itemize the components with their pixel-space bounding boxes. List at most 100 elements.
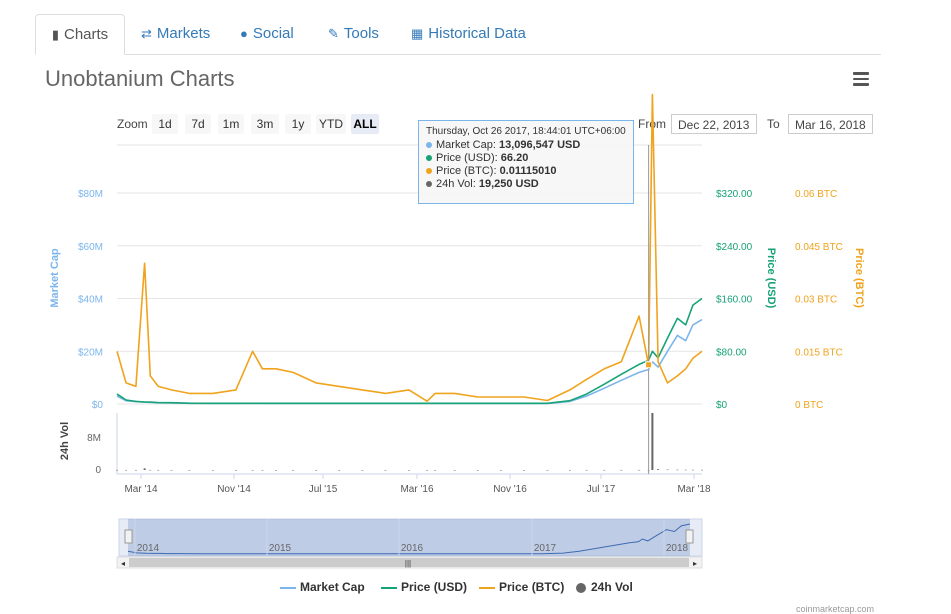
volume-bar [701, 469, 703, 471]
tab-markets[interactable]: ⇄ Markets [141, 14, 210, 53]
volume-bar [676, 469, 679, 471]
calendar-icon: ▦ [411, 26, 424, 41]
market-cap-tick-label: $80M [78, 189, 103, 200]
market-cap-line-icon [280, 586, 296, 589]
legend-label: 24h Vol [591, 580, 633, 594]
navigator-tick-label: 2015 [269, 543, 292, 554]
tooltip-value: 19,250 USD [478, 178, 539, 190]
market-cap-tick-label: $20M [78, 347, 103, 358]
credit-link[interactable]: coinmarketcap.com [796, 604, 875, 614]
legend-market-cap[interactable]: Market Cap [280, 580, 365, 594]
volume-bar [338, 469, 341, 471]
page-title: Unobtanium Charts [45, 66, 235, 91]
hover-marker [645, 361, 653, 369]
volume-bar [476, 469, 479, 471]
x-tick-label: Nov '16 [493, 484, 527, 495]
volume-bar [568, 469, 571, 471]
market-cap-tick-label: $0 [92, 400, 104, 411]
volume-bar [149, 469, 152, 471]
navigator-tick-label: 2016 [401, 543, 424, 554]
price-btc-tick-label: 0.015 BTC [795, 347, 843, 358]
navigator-frame [118, 518, 703, 557]
navigator-tick-label: 2014 [137, 543, 160, 554]
volume-bar [638, 469, 641, 471]
volume-bar [292, 469, 295, 471]
navigator-tick-label: 2017 [534, 543, 557, 554]
menu-icon[interactable] [853, 72, 869, 86]
volume-bar [315, 469, 318, 471]
tooltip-label: Market Cap: [436, 139, 496, 151]
volume-bar [407, 469, 410, 471]
volume-bar [546, 469, 549, 471]
volume-circle-icon [576, 582, 586, 593]
tooltip-label: Price (USD): [436, 152, 498, 164]
tooltip-label: 24h Vol: [436, 178, 476, 190]
volume-bar [434, 469, 437, 471]
volume-axis-title: 24h Vol [59, 422, 71, 460]
tooltip-date: Thursday, Oct 26 2017, 18:44:01 UTC+06:0… [426, 126, 626, 137]
price-usd-tick-label: $0 [716, 400, 728, 411]
price-btc-tick-label: 0.06 BTC [795, 189, 837, 200]
market-cap-dot-icon [426, 142, 432, 149]
x-tick-label: Nov '14 [217, 484, 251, 495]
zoom-1m-button[interactable]: 1m [218, 114, 244, 134]
tab-tools[interactable]: ✎ Tools [328, 14, 379, 53]
x-tick-label: Jul '17 [587, 484, 616, 495]
legend-price-btc[interactable]: Price (BTC) [479, 580, 564, 594]
to-label: To [767, 117, 780, 131]
bar-chart-icon: ▮ [51, 27, 59, 42]
wrench-icon: ✎ [328, 26, 339, 41]
volume-bar [234, 469, 237, 471]
volume-bar [261, 469, 264, 471]
volume-bar [143, 468, 146, 470]
tab-social[interactable]: ● Social [240, 14, 294, 53]
volume-bar [170, 469, 173, 471]
volume-bar [585, 469, 588, 471]
price-usd-line [116, 297, 703, 405]
price-usd-tick-label: $80.00 [716, 347, 747, 358]
zoom-7d-button[interactable]: 7d [185, 114, 211, 134]
tab-charts[interactable]: ▮ Charts [35, 14, 125, 55]
volume-bar [116, 469, 118, 471]
zoom-ytd-button[interactable]: YTD [316, 114, 346, 134]
volume-bar [134, 469, 137, 471]
price-usd-dot-icon [426, 155, 432, 162]
market-cap-tick-label: $40M [78, 295, 103, 306]
zoom-1d-button[interactable]: 1d [152, 114, 178, 134]
volume-bar [691, 469, 694, 471]
tooltip-row-price-usd: Price (USD): 66.20 [426, 152, 626, 165]
zoom-1y-button[interactable]: 1y [285, 114, 311, 134]
market-cap-tick-label: $60M [78, 242, 103, 253]
price-btc-tick-label: 0.03 BTC [795, 295, 837, 306]
tab-label: Charts [63, 26, 109, 43]
legend-price-usd[interactable]: Price (USD) [381, 580, 467, 594]
tooltip-value: 0.01115010 [499, 165, 557, 177]
volume-bar [651, 413, 654, 470]
x-tick-label: Mar '16 [400, 484, 433, 495]
x-tick-label: Jul '15 [309, 484, 338, 495]
price-btc-tick-label: 0.045 BTC [795, 242, 843, 253]
tab-historical-data[interactable]: ▦ Historical Data [411, 14, 526, 53]
volume-bar [499, 469, 502, 471]
price-usd-axis-title: Price (USD) [765, 248, 777, 309]
legend-label: Price (USD) [401, 580, 468, 594]
zoom-3m-button[interactable]: 3m [251, 114, 279, 134]
volume-tick-label: 0 [95, 465, 101, 476]
from-date-input[interactable]: Dec 22, 2013 [671, 114, 757, 134]
tooltip-row-market-cap: Market Cap: 13,096,547 USD [426, 139, 626, 152]
volume-bar [251, 469, 254, 471]
price-usd-tick-label: $240.00 [716, 242, 753, 253]
volume-bar [188, 469, 191, 471]
volume-bar [684, 469, 687, 471]
price-btc-dot-icon [426, 168, 432, 175]
price-btc-tick-label: 0 BTC [795, 400, 823, 411]
volume-bar [361, 469, 364, 471]
tab-label: Historical Data [428, 25, 526, 42]
navigator-left-handle [124, 529, 133, 544]
tooltip-row-price-btc: Price (BTC): 0.01115010 [426, 165, 626, 178]
zoom-all-button[interactable]: ALL [351, 114, 379, 134]
to-date-input[interactable]: Mar 16, 2018 [788, 114, 873, 134]
legend-volume[interactable]: 24h Vol [576, 580, 633, 594]
navigator-selection [128, 519, 690, 556]
